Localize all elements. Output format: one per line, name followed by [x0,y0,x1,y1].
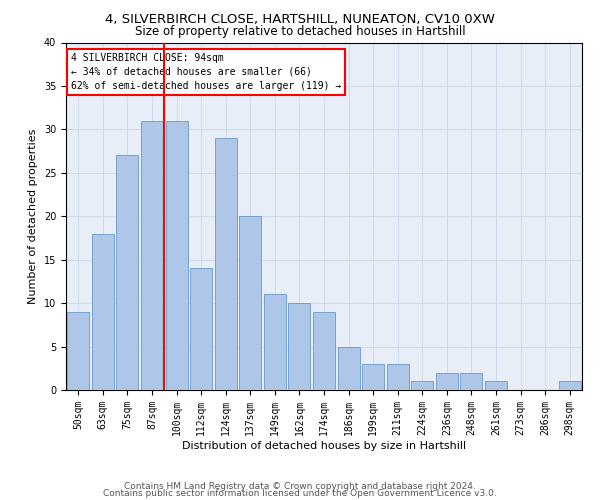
Text: 4 SILVERBIRCH CLOSE: 94sqm
← 34% of detached houses are smaller (66)
62% of semi: 4 SILVERBIRCH CLOSE: 94sqm ← 34% of deta… [71,53,341,91]
Bar [190,268,212,390]
Bar [485,382,507,390]
Bar [264,294,286,390]
Text: Contains public sector information licensed under the Open Government Licence v3: Contains public sector information licen… [103,490,497,498]
X-axis label: Distribution of detached houses by size in Hartshill: Distribution of detached houses by size … [182,440,466,450]
Bar [92,234,114,390]
Text: Size of property relative to detached houses in Hartshill: Size of property relative to detached ho… [134,25,466,38]
Bar [141,120,163,390]
Bar [67,312,89,390]
Bar [313,312,335,390]
Bar [460,372,482,390]
Bar [215,138,237,390]
Bar [436,372,458,390]
Bar [362,364,384,390]
Bar [166,120,188,390]
Bar [411,382,433,390]
Bar [289,303,310,390]
Bar [386,364,409,390]
Bar [116,156,139,390]
Bar [338,346,359,390]
Text: Contains HM Land Registry data © Crown copyright and database right 2024.: Contains HM Land Registry data © Crown c… [124,482,476,491]
Y-axis label: Number of detached properties: Number of detached properties [28,128,38,304]
Bar [559,382,581,390]
Bar [239,216,262,390]
Text: 4, SILVERBIRCH CLOSE, HARTSHILL, NUNEATON, CV10 0XW: 4, SILVERBIRCH CLOSE, HARTSHILL, NUNEATO… [105,12,495,26]
